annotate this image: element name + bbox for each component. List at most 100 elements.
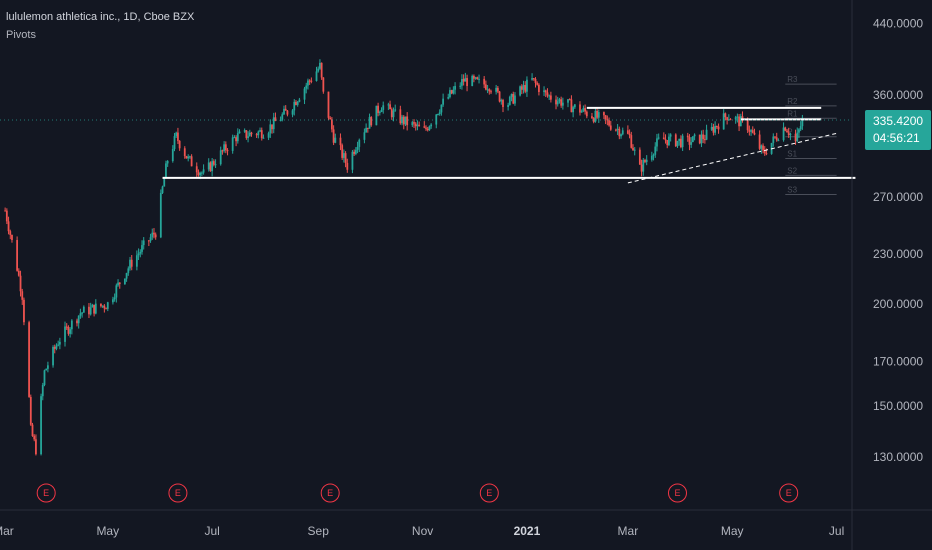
candle-body <box>178 140 181 149</box>
candle-body <box>211 161 214 172</box>
candle-body <box>736 116 739 118</box>
candle-body <box>486 89 489 91</box>
candle-body <box>392 110 395 118</box>
candle-body <box>526 79 528 92</box>
candle-body <box>88 306 90 315</box>
candle-body <box>329 117 332 120</box>
candle-body <box>760 145 763 149</box>
last-price-tag <box>865 109 931 150</box>
candle-body <box>777 140 780 142</box>
last-price-value: 335.4200 <box>873 114 923 128</box>
candle-body <box>462 79 465 82</box>
candle-body <box>669 134 672 137</box>
candle-body <box>536 82 539 85</box>
earnings-label: E <box>175 488 181 498</box>
candle-body <box>478 78 480 80</box>
candle-body <box>522 85 525 90</box>
candle-body <box>238 131 241 134</box>
earnings-label: E <box>43 488 49 498</box>
candle-body <box>101 305 104 307</box>
candle-body <box>65 326 68 328</box>
candle-body <box>650 155 653 160</box>
candle-body <box>293 101 296 111</box>
earnings-label: E <box>674 488 680 498</box>
candle-body <box>753 132 756 135</box>
candle-body <box>387 104 390 106</box>
candle-body <box>274 117 277 122</box>
candle-body <box>758 134 761 149</box>
candle-body <box>76 320 78 324</box>
support-trendline <box>627 132 837 184</box>
candle-body <box>77 315 80 324</box>
candle-body <box>717 126 720 130</box>
candle-body <box>9 231 12 235</box>
earnings-marker[interactable]: E <box>36 483 56 503</box>
candle-body <box>137 253 140 256</box>
candle-body <box>70 320 73 330</box>
candle-body <box>411 122 414 126</box>
candle-body <box>741 116 744 119</box>
candle-body <box>428 126 431 131</box>
earnings-label: E <box>486 488 492 498</box>
candle-body <box>630 135 633 148</box>
candle-body <box>91 304 94 308</box>
candle-body <box>789 133 792 136</box>
candle-body <box>484 84 487 90</box>
earnings-marker[interactable]: E <box>320 483 340 503</box>
earnings-marker[interactable]: E <box>779 483 799 503</box>
candle-body <box>53 346 56 349</box>
price-tick-label: 200.0000 <box>873 297 923 311</box>
candle-body <box>23 299 25 323</box>
candle-body <box>16 240 19 271</box>
pivot-label: S2 <box>787 166 797 175</box>
symbol-title[interactable]: lululemon athletica inc., 1D, Cboe BZX <box>6 11 195 23</box>
candle-body <box>389 104 391 110</box>
candle-body <box>250 132 253 135</box>
candle-body <box>305 85 308 89</box>
candle-body <box>173 136 176 150</box>
earnings-marker[interactable]: E <box>667 483 687 503</box>
candle-body <box>103 305 106 309</box>
candle-body <box>33 436 36 440</box>
candle-body <box>556 101 559 105</box>
candle-body <box>106 302 109 309</box>
candle-body <box>358 139 361 147</box>
candle-body <box>139 251 142 254</box>
indicator-label[interactable]: Pivots <box>6 29 36 41</box>
candle-body <box>657 137 660 139</box>
candle-body <box>346 162 349 170</box>
candle-body <box>262 137 265 139</box>
candle-body <box>202 169 205 173</box>
candle-body <box>426 128 429 131</box>
candle-body <box>341 145 344 158</box>
candle-body <box>57 344 60 346</box>
candle-body <box>197 172 200 176</box>
candle-body <box>774 136 776 138</box>
earnings-marker[interactable]: E <box>168 483 188 503</box>
candle-body <box>621 130 624 135</box>
candle-body <box>471 75 474 86</box>
price-tick-label: 130.0000 <box>873 450 923 464</box>
candle-body <box>548 95 551 97</box>
candle-body <box>604 115 607 120</box>
candle-body <box>303 88 306 100</box>
candle-body <box>603 112 605 116</box>
candle-body <box>508 96 511 105</box>
earnings-circle <box>168 483 188 503</box>
candle-body <box>199 172 202 176</box>
candle-body <box>284 108 287 111</box>
candle-body <box>500 100 503 102</box>
candle-body <box>269 124 272 134</box>
earnings-marker[interactable]: E <box>479 483 499 503</box>
candle-body <box>483 78 486 85</box>
candle-body <box>794 133 797 142</box>
candle-body <box>645 159 648 162</box>
candle-body <box>322 77 325 92</box>
candle-body <box>21 291 24 300</box>
candle-body <box>544 90 547 93</box>
candle-body <box>195 166 198 173</box>
candle-body <box>113 297 116 300</box>
candle-body <box>271 124 273 130</box>
